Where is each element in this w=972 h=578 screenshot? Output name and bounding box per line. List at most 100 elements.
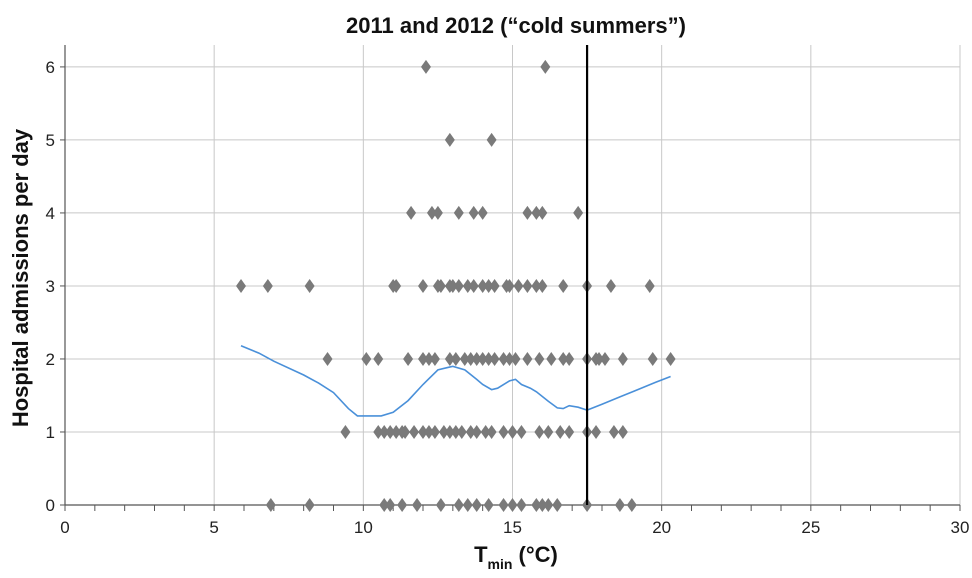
scatter-point: [444, 351, 455, 366]
scatter-point: [537, 205, 548, 220]
scatter-point: [498, 351, 509, 366]
scatter-point: [537, 278, 548, 293]
scatter-point: [513, 278, 524, 293]
scatter-point: [435, 278, 446, 293]
scatter-point: [540, 59, 551, 74]
scatter-point: [361, 351, 372, 366]
scatter-point: [480, 424, 491, 439]
x-axis-label-subscript: min: [488, 556, 513, 572]
scatter-point: [468, 278, 479, 293]
scatter-point: [558, 278, 569, 293]
scatter-point: [373, 424, 384, 439]
y-tick-label: 4: [46, 204, 55, 223]
scatter-point: [423, 424, 434, 439]
scatter-point: [459, 351, 470, 366]
scatter-point: [391, 278, 402, 293]
scatter-point: [465, 351, 476, 366]
y-tick-label: 1: [46, 423, 55, 442]
scatter-point: [423, 351, 434, 366]
scatter-point: [537, 498, 548, 512]
scatter-point: [507, 498, 518, 512]
scatter-point: [397, 498, 408, 512]
scatter-point: [486, 424, 497, 439]
scatter-point: [412, 498, 423, 512]
scatter-point: [522, 278, 533, 293]
tick-labels: 0 5 10 15 20 25 30 0 1 2 3 4 5 6: [46, 58, 970, 537]
scatter-point: [605, 278, 616, 293]
scatter-point: [450, 351, 461, 366]
scatter-point: [516, 424, 527, 439]
scatter-point: [471, 424, 482, 439]
chart-title: 2011 and 2012 (“cold summers”): [346, 13, 686, 38]
scatter-point: [599, 351, 610, 366]
scatter-point: [516, 498, 527, 512]
x-axis-label-main: T: [474, 542, 488, 567]
scatter-point: [647, 351, 658, 366]
scatter-point: [591, 424, 602, 439]
scatter-point: [594, 351, 605, 366]
axes: [60, 45, 961, 511]
scatter-point: [262, 278, 273, 293]
smooth-curve-layer: [240, 345, 671, 417]
x-tick-label: 10: [354, 518, 373, 537]
scatter-point: [429, 351, 440, 366]
x-tick-label: 5: [209, 518, 218, 537]
scatter-point: [531, 498, 542, 512]
scatter-point: [444, 424, 455, 439]
x-tick-label: 0: [60, 518, 69, 537]
scatter-point: [379, 424, 390, 439]
scatter-point: [507, 424, 518, 439]
y-tick-label: 3: [46, 277, 55, 296]
scatter-point: [471, 498, 482, 512]
scatter-point: [483, 351, 494, 366]
scatter-point: [522, 351, 533, 366]
smooth-curve: [240, 345, 671, 417]
scatter-point: [486, 132, 497, 147]
scatter-point: [564, 351, 575, 366]
scatter-point: [483, 278, 494, 293]
scatter-point: [438, 424, 449, 439]
scatter-point: [504, 351, 515, 366]
scatter-point: [453, 278, 464, 293]
scatter-point: [626, 498, 637, 512]
scatter-point: [391, 424, 402, 439]
scatter-point: [665, 351, 676, 366]
scatter-point: [555, 424, 566, 439]
scatter-point: [504, 278, 515, 293]
scatter-point: [403, 351, 414, 366]
scatter-point: [373, 351, 384, 366]
y-tick-label: 5: [46, 131, 55, 150]
scatter-point: [498, 424, 509, 439]
scatter-points: [236, 59, 676, 512]
scatter-point: [614, 498, 625, 512]
scatter-point: [617, 351, 628, 366]
y-axis-label: Hospital admissions per day: [8, 128, 33, 427]
scatter-point: [465, 424, 476, 439]
scatter-point: [552, 498, 563, 512]
scatter-point: [483, 498, 494, 512]
y-tick-label: 6: [46, 58, 55, 77]
x-tick-label: 15: [503, 518, 522, 537]
scatter-point: [453, 498, 464, 512]
scatter-point: [534, 424, 545, 439]
scatter-point: [340, 424, 351, 439]
scatter-point: [418, 278, 428, 293]
scatter-point: [546, 351, 557, 366]
scatter-point: [543, 498, 554, 512]
scatter-point: [400, 424, 411, 439]
scatter-point: [489, 278, 500, 293]
scatter-point: [435, 498, 446, 512]
scatter-point: [468, 205, 479, 220]
scatter-point: [447, 278, 458, 293]
scatter-point: [418, 424, 428, 439]
scatter-point: [644, 278, 655, 293]
x-axis-label: Tmin (°C): [474, 542, 558, 572]
scatter-point: [534, 351, 545, 366]
scatter-point: [462, 278, 473, 293]
scatter-point: [385, 424, 396, 439]
scatter-point: [385, 498, 396, 512]
scatter-point: [322, 351, 333, 366]
y-tick-label: 0: [46, 496, 55, 515]
scatter-point: [429, 424, 440, 439]
